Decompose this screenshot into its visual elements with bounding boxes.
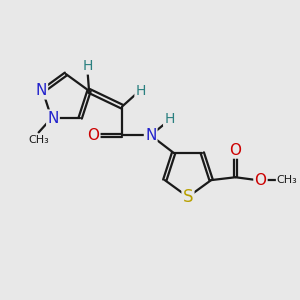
Text: N: N bbox=[145, 128, 156, 143]
Text: O: O bbox=[230, 142, 242, 158]
Text: N: N bbox=[47, 111, 59, 126]
Text: O: O bbox=[254, 172, 266, 188]
Text: S: S bbox=[183, 188, 193, 206]
Text: H: H bbox=[82, 59, 93, 74]
Text: N: N bbox=[36, 83, 47, 98]
Text: CH₃: CH₃ bbox=[28, 135, 49, 145]
Text: H: H bbox=[136, 84, 146, 98]
Text: H: H bbox=[164, 112, 175, 126]
Text: CH₃: CH₃ bbox=[277, 175, 298, 185]
Text: O: O bbox=[87, 128, 99, 143]
